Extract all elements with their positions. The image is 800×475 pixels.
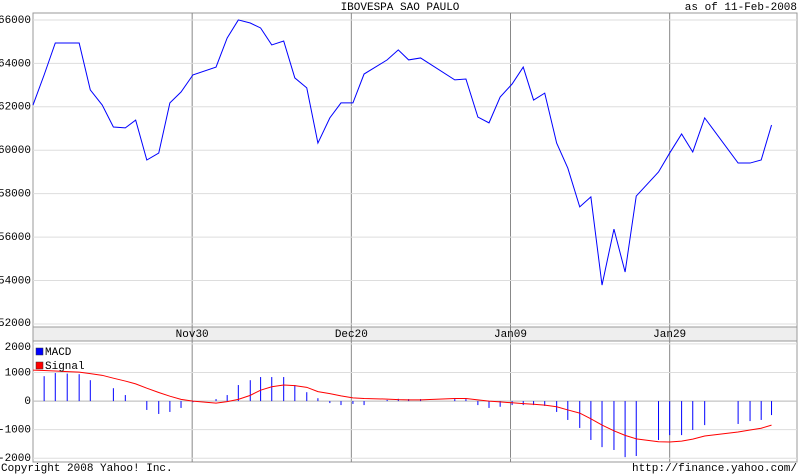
y-tick-label: 60000	[0, 145, 31, 157]
y-tick-label: 52000	[0, 318, 31, 330]
legend-swatch	[35, 347, 44, 356]
x-tick-label: Nov30	[176, 329, 209, 341]
y-tick-label: 54000	[0, 275, 31, 287]
y-tick-label: 56000	[0, 232, 31, 244]
price-line	[32, 19, 773, 286]
y-tick-label: -1000	[0, 425, 31, 437]
legend-swatch	[35, 361, 44, 370]
y-tick-label: 1000	[5, 367, 31, 379]
y-tick-label: 66000	[0, 15, 31, 27]
x-tick-label: Dec20	[335, 329, 368, 341]
y-tick-label: -2000	[0, 453, 31, 465]
y-tick-label: 2000	[5, 342, 31, 354]
chart-title: IBOVESPA SAO PAULO	[341, 2, 460, 14]
y-tick-label: 64000	[0, 58, 31, 70]
source: http://finance.yahoo.com/	[632, 463, 797, 475]
legend-label: MACD	[45, 347, 72, 359]
signal-line	[32, 369, 772, 443]
legend-label: Signal	[45, 361, 85, 373]
copyright: Copyright 2008 Yahoo! Inc.	[1, 463, 173, 475]
x-tick-label: Jan29	[653, 329, 686, 341]
plot-area	[32, 12, 798, 328]
chart-subtitle: as of 11-Feb-2008	[685, 2, 797, 14]
y-tick-label: 62000	[0, 102, 31, 114]
y-tick-label: 0	[24, 396, 31, 408]
x-tick-label: Jan09	[494, 329, 527, 341]
y-tick-label: 58000	[0, 189, 31, 201]
